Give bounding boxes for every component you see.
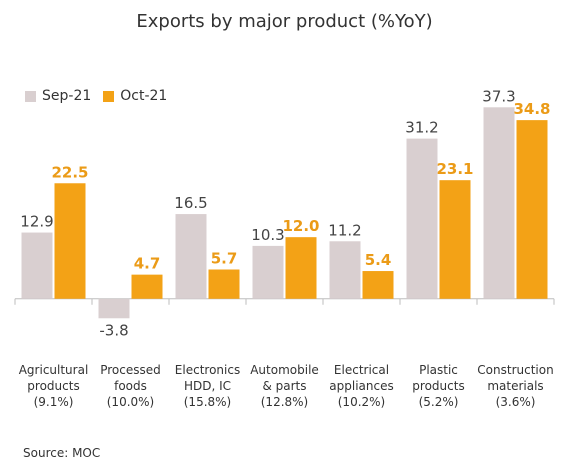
category-label-5-line-2: (5.2%) [419,395,459,409]
bar-oct-21-4 [362,271,394,299]
bar-sep-21-4 [329,241,361,299]
bar-sep-21-6 [483,107,515,299]
category-label-2-line-2: (15.8%) [184,395,231,409]
category-label-3-line-1: & parts [262,379,306,393]
bar-sep-21-1 [98,298,130,319]
category-label-1-line-2: (10.0%) [107,395,154,409]
bar-oct-21-2 [208,269,240,299]
data-label-oct-21-1: 4.7 [134,255,161,273]
bar-oct-21-0 [54,183,86,299]
data-label-sep-21-4: 11.2 [328,221,361,239]
category-label-1-line-0: Processed [100,363,161,377]
data-label-sep-21-2: 16.5 [174,194,207,212]
legend-label-sep-21: Sep-21 [42,88,92,104]
category-label-0-line-0: Agricultural [19,363,89,377]
data-label-oct-21-4: 5.4 [365,251,392,269]
data-label-sep-21-3: 10.3 [251,226,284,244]
bar-sep-21-3 [252,245,284,299]
chart-title: Exports by major product (%YoY) [136,11,433,32]
data-label-oct-21-0: 22.5 [51,163,88,181]
bar-oct-21-1 [131,274,163,299]
bar-sep-21-5 [406,138,438,299]
legend-label-oct-21: Oct-21 [120,88,168,104]
category-label-5-line-0: Plastic [419,363,458,377]
legend-swatch-oct-21 [103,90,115,102]
data-label-oct-21-2: 5.7 [211,250,238,268]
legend-swatch-sep-21 [25,90,36,102]
data-label-oct-21-3: 12.0 [282,217,319,235]
data-label-sep-21-1: -3.8 [99,321,128,339]
category-label-4-line-2: (10.2%) [338,395,385,409]
category-label-4-line-1: appliances [329,379,393,393]
category-label-3-line-0: Automobile [250,363,319,377]
category-label-2-line-1: HDD, IC [184,379,231,393]
data-label-oct-21-6: 34.8 [513,100,550,118]
category-label-2-line-0: Electronics [175,363,240,377]
bar-oct-21-5 [439,180,471,299]
category-label-6-line-0: Construction [477,363,553,377]
category-label-0-line-1: products [27,379,79,393]
legend: Sep-21 Oct-21 [25,88,179,104]
bar-sep-21-0 [21,232,53,299]
data-label-sep-21-0: 12.9 [20,213,53,231]
bar-oct-21-3 [285,237,317,299]
data-label-oct-21-5: 23.1 [436,160,473,178]
category-label-4-line-0: Electrical [334,363,389,377]
category-label-1-line-1: foods [114,379,147,393]
category-label-6-line-1: materials [487,379,543,393]
legend-item-oct-21: Oct-21 [103,88,167,104]
category-label-0-line-2: (9.1%) [34,395,74,409]
bar-sep-21-2 [175,214,207,299]
legend-item-sep-21: Sep-21 [25,88,91,104]
bar-oct-21-6 [516,120,548,299]
source-note: Source: MOC [23,446,101,460]
category-label-3-line-2: (12.8%) [261,395,308,409]
data-label-sep-21-5: 31.2 [405,119,438,137]
category-label-6-line-2: (3.6%) [496,395,536,409]
data-label-sep-21-6: 37.3 [482,87,515,105]
category-label-5-line-1: products [412,379,464,393]
